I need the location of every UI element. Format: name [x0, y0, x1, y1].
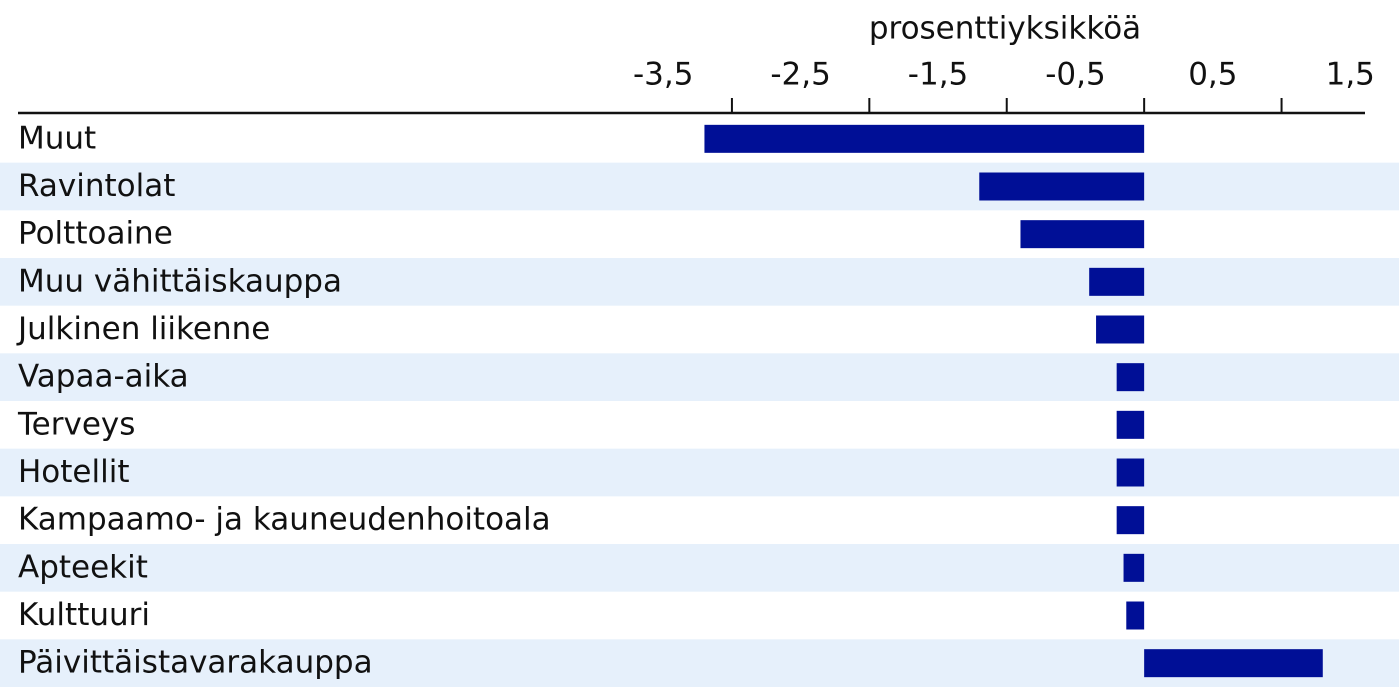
category-label: Terveys [17, 406, 135, 442]
axis-title: prosenttiyksikköä [869, 11, 1141, 47]
category-label: Hotellit [18, 454, 130, 490]
category-label: Vapaa-aika [18, 359, 189, 395]
category-label: Muut [18, 120, 96, 156]
category-label: Kampaamo- ja kauneudenhoitoala [18, 502, 551, 538]
category-label: Päivittäistavarakauppa [18, 645, 373, 681]
x-tick-label: 1,5 [1326, 57, 1375, 93]
row-band [0, 258, 1399, 306]
category-label: Julkinen liikenne [16, 311, 270, 347]
bar [1096, 315, 1145, 344]
bar [1123, 553, 1145, 582]
category-label: Ravintolat [18, 168, 175, 204]
bar [1089, 267, 1145, 296]
category-label: Muu vähittäiskauppa [18, 263, 342, 299]
bar [1116, 410, 1145, 439]
x-tick-label: -0,5 [1045, 57, 1106, 93]
row-band [0, 448, 1399, 497]
bar [1116, 458, 1145, 487]
x-tick-label: -1,5 [908, 57, 969, 93]
category-label: Polttoaine [18, 216, 173, 252]
category-label: Apteekit [18, 549, 148, 585]
bar [1116, 506, 1145, 535]
bar [1144, 649, 1323, 678]
row-band [0, 162, 1399, 211]
row-band [0, 353, 1399, 401]
bar [979, 172, 1145, 201]
bar [1020, 220, 1145, 249]
bar [1116, 363, 1145, 392]
bar [1126, 601, 1145, 630]
x-tick-label: 0,5 [1188, 57, 1237, 93]
row-band [0, 544, 1399, 592]
x-tick-label: -2,5 [770, 57, 831, 93]
category-label: Kulttuuri [18, 597, 150, 633]
x-tick-label: -3,5 [633, 57, 694, 93]
bar [704, 124, 1145, 153]
